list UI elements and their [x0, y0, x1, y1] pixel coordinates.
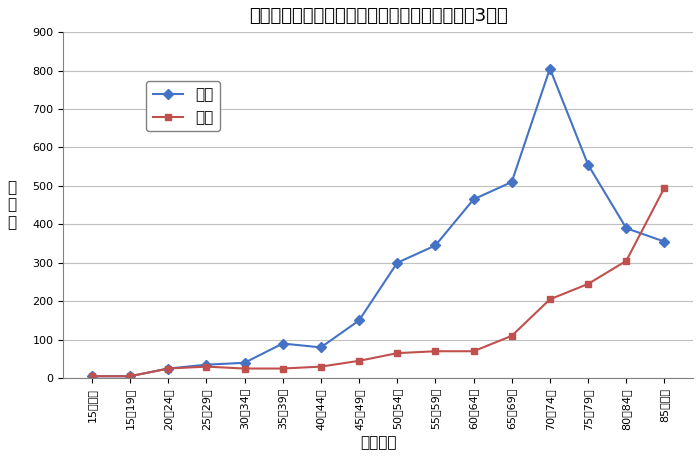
- 女性: [240, 366, 248, 371]
- 女性: [431, 349, 440, 354]
- 女性: [470, 349, 478, 354]
- 男性: [660, 239, 668, 244]
- 男性: [470, 197, 478, 202]
- 女性: [279, 366, 287, 371]
- Title: 性・年齢階級別の自宅死亡単身世帯者数（令和3年）: 性・年齢階級別の自宅死亡単身世帯者数（令和3年）: [248, 7, 508, 25]
- 女性: [164, 366, 172, 371]
- 男性: [508, 179, 516, 185]
- Line: 男性: 男性: [88, 65, 668, 380]
- Legend: 男性, 女性: 男性, 女性: [146, 81, 220, 131]
- 男性: [355, 318, 363, 323]
- 男性: [88, 373, 96, 379]
- 男性: [622, 225, 631, 231]
- 男性: [240, 360, 248, 366]
- 女性: [126, 373, 134, 379]
- 男性: [316, 345, 325, 350]
- 男性: [164, 366, 172, 371]
- 女性: [316, 364, 325, 369]
- 女性: [88, 373, 96, 379]
- 男性: [431, 243, 440, 248]
- 男性: [279, 341, 287, 346]
- 女性: [660, 185, 668, 191]
- 男性: [202, 362, 211, 367]
- 男性: [393, 260, 401, 266]
- 男性: [584, 162, 592, 167]
- 男性: [126, 373, 134, 379]
- 女性: [584, 281, 592, 287]
- 女性: [202, 364, 211, 369]
- 男性: [546, 66, 554, 71]
- 女性: [622, 258, 631, 264]
- Y-axis label: 死
亡
数: 死 亡 数: [7, 180, 16, 230]
- 女性: [355, 358, 363, 364]
- 女性: [546, 297, 554, 302]
- X-axis label: 年齢階級: 年齢階級: [360, 435, 396, 450]
- 女性: [393, 351, 401, 356]
- 女性: [508, 333, 516, 339]
- Line: 女性: 女性: [88, 184, 668, 380]
